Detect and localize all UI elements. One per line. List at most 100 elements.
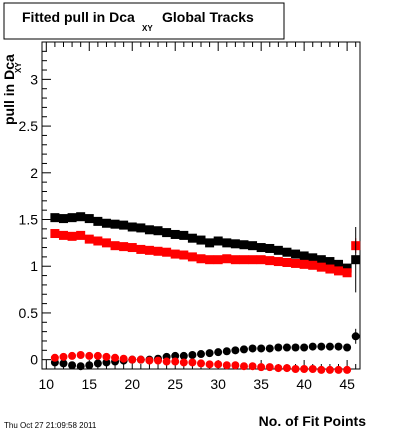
data-point-square [291, 249, 301, 259]
data-point-square [273, 245, 283, 255]
data-point-square [162, 247, 172, 257]
data-point-circle [214, 348, 223, 357]
data-point-circle [59, 352, 68, 361]
x-tick-label: 45 [339, 376, 355, 392]
data-point-circle [334, 365, 343, 374]
data-point-square [230, 239, 240, 249]
data-point-square [76, 230, 86, 240]
data-point-square [127, 243, 137, 253]
y-axis-title-group: pull in Dca XY [1, 54, 23, 125]
data-point-square [144, 245, 154, 255]
data-point-square [162, 228, 172, 238]
data-point-square [273, 257, 283, 267]
data-point-square [153, 246, 163, 256]
data-point-circle [334, 342, 343, 351]
x-tick-label: 15 [81, 376, 97, 392]
data-point-square [308, 260, 318, 270]
data-point-circle [68, 351, 77, 360]
data-point-circle [248, 362, 257, 371]
data-point-circle [171, 357, 180, 366]
x-tick-label: 35 [253, 376, 269, 392]
y-tick-label: 0 [30, 352, 38, 368]
data-point-circle [197, 350, 205, 359]
data-point-circle [205, 349, 214, 358]
data-point-circle [222, 361, 231, 370]
data-point-square [58, 214, 68, 224]
data-point-square [119, 220, 129, 230]
data-point-circle [93, 359, 102, 368]
data-point-circle [351, 332, 360, 341]
y-tick-label: 2.5 [19, 118, 39, 134]
data-point-square [351, 255, 361, 265]
data-point-square [119, 242, 129, 252]
x-tick-label: 40 [296, 376, 312, 392]
data-point-circle [188, 350, 197, 359]
data-point-square [222, 254, 232, 264]
data-point-square [334, 259, 344, 269]
chart-title: Fitted pull in Dca XY Global Tracks [3, 2, 285, 40]
data-point-square [58, 230, 68, 240]
data-point-square [325, 264, 335, 274]
data-point-circle [154, 356, 163, 365]
data-point-circle [93, 351, 102, 360]
x-tick-label: 30 [210, 376, 226, 392]
data-point-circle [205, 360, 214, 369]
data-point-circle [222, 347, 231, 356]
data-point-square [196, 235, 206, 245]
data-point-square [144, 225, 154, 235]
data-point-circle [274, 364, 283, 373]
data-point-square [67, 231, 77, 241]
data-point-square [213, 255, 223, 265]
y-tick-label: 1 [30, 258, 38, 274]
data-point-circle [76, 350, 85, 359]
data-point-circle [291, 343, 300, 352]
data-point-circle [282, 364, 291, 373]
data-point-square [170, 249, 180, 259]
y-tick-label: 3 [30, 71, 38, 87]
data-point-circle [85, 361, 94, 370]
data-point-square [299, 251, 309, 261]
data-point-circle [300, 365, 309, 373]
data-point-square [187, 233, 197, 243]
data-point-circle [85, 351, 94, 360]
data-point-circle [239, 362, 248, 371]
title-main: Fitted pull in Dca [22, 9, 135, 25]
data-point-square [67, 213, 77, 223]
data-point-square [342, 263, 352, 273]
data-point-square [170, 229, 180, 239]
y-axis-title-subscript: XY [14, 62, 23, 73]
data-point-circle [300, 343, 309, 352]
y-tick-label: 0.5 [19, 305, 39, 321]
data-point-circle [188, 358, 197, 367]
data-point-square [334, 266, 344, 276]
data-point-square [256, 255, 266, 265]
data-point-circle [102, 352, 111, 361]
x-axis-title: No. of Fit Points [259, 413, 367, 429]
data-marks [50, 212, 361, 374]
data-point-square [127, 222, 137, 232]
data-point-square [110, 219, 120, 229]
data-point-circle [308, 342, 317, 351]
data-point-square [248, 255, 258, 265]
data-point-circle [257, 344, 266, 353]
x-tick-label: 20 [124, 376, 140, 392]
data-point-circle [274, 343, 283, 352]
data-point-square [325, 257, 335, 267]
plot-frame [41, 41, 361, 370]
data-point-circle [231, 346, 240, 355]
data-point-circle [282, 343, 291, 352]
data-point-circle [76, 362, 85, 371]
data-point-square [84, 214, 94, 224]
data-point-square [316, 262, 326, 272]
data-point-circle [291, 365, 300, 373]
data-point-square [93, 216, 103, 226]
data-point-circle [136, 355, 145, 364]
x-tick-label: 25 [167, 376, 183, 392]
data-point-square [110, 241, 120, 251]
data-point-square [179, 250, 189, 260]
data-point-circle [265, 344, 274, 353]
data-point-circle [317, 342, 326, 351]
y-axis-title: pull in Dca [1, 54, 17, 125]
data-point-square [76, 212, 86, 222]
